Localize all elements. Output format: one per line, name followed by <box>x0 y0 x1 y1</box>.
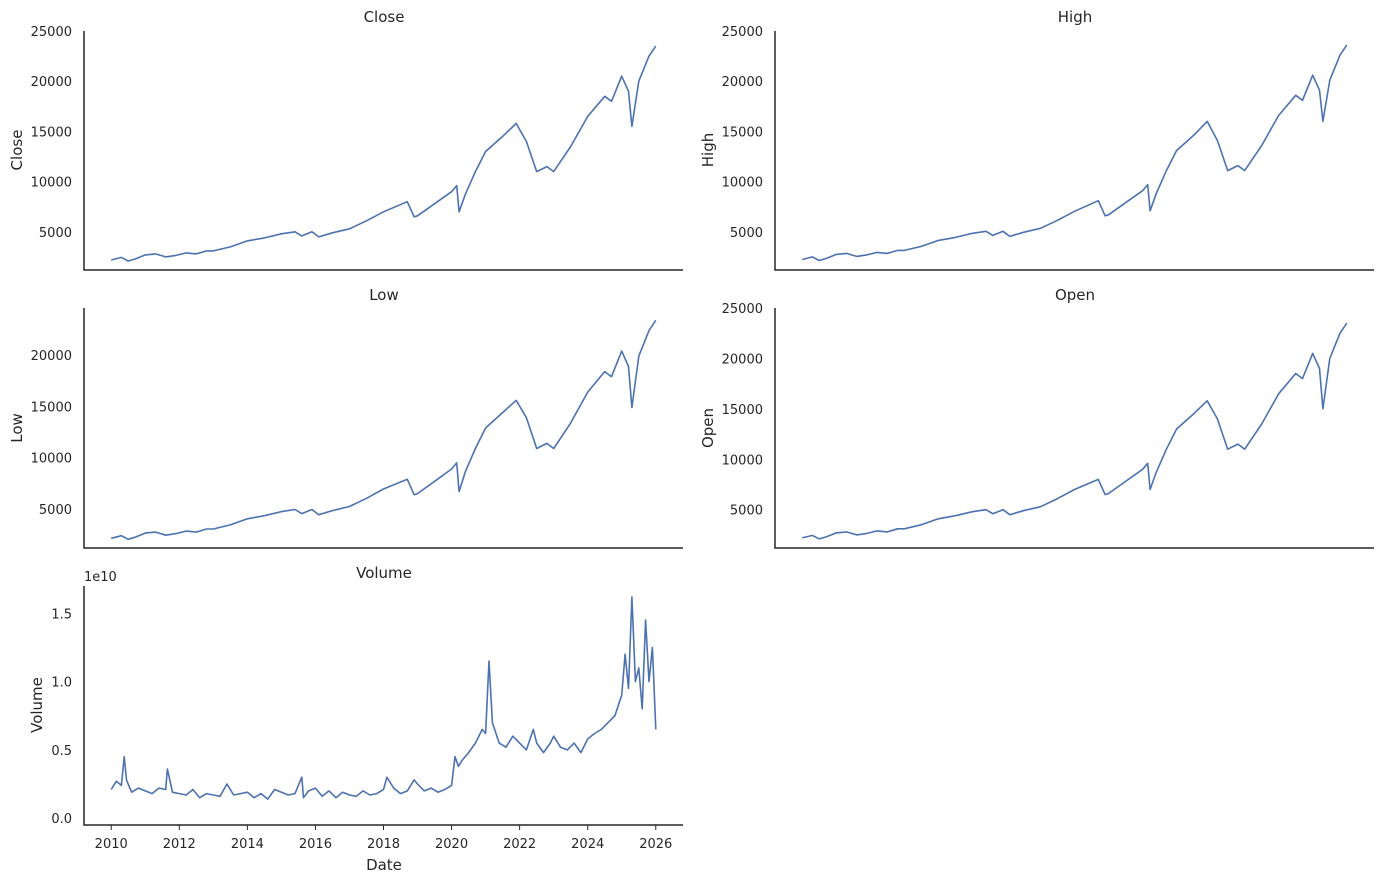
y-tick-label: 0.0 <box>51 812 72 827</box>
subplot-low: Low Low 5000 10000 15000 20000 <box>8 286 683 549</box>
y-tick-label: 20000 <box>722 75 763 90</box>
axis-spines <box>774 308 1374 549</box>
y-tick-label: 10000 <box>31 452 72 467</box>
x-tick-label: 2022 <box>503 837 536 852</box>
axis-spines <box>83 586 683 826</box>
series-line <box>802 44 1348 262</box>
subplot-high: High High 5000 10000 15000 20000 25000 <box>699 8 1374 271</box>
subplot-title: Low <box>369 286 399 304</box>
y-ticks: 5000 10000 15000 20000 25000 <box>31 25 72 241</box>
y-tick-label: 25000 <box>31 25 72 40</box>
x-axis-label: Date <box>366 856 402 874</box>
y-tick-label: 1.5 <box>51 607 72 622</box>
y-tick-label: 10000 <box>722 453 763 468</box>
y-axis-label: Volume <box>28 677 46 733</box>
y-ticks: 0.0 0.5 1.0 1.5 <box>51 607 72 827</box>
subplot-volume: Volume Volume 1e10 Date 0.0 0.5 1.0 1.5 201… <box>28 564 683 874</box>
x-tick-label: 2010 <box>95 837 128 852</box>
y-tick-label: 15000 <box>722 403 763 418</box>
y-tick-label: 20000 <box>31 349 72 364</box>
y-tick-label: 15000 <box>31 125 72 140</box>
series-line <box>111 319 657 541</box>
y-tick-label: 5000 <box>730 504 763 519</box>
y-ticks: 5000 10000 15000 20000 <box>31 349 72 518</box>
y-tick-label: 0.5 <box>51 744 72 759</box>
y-tick-label: 15000 <box>722 125 763 140</box>
x-tick-label: 2014 <box>231 837 264 852</box>
axis-spines <box>83 31 683 271</box>
y-tick-label: 5000 <box>39 226 72 241</box>
subplot-open: Open Open 5000 10000 15000 20000 25000 <box>699 286 1374 549</box>
x-tick-label: 2016 <box>299 837 332 852</box>
y-tick-label: 15000 <box>31 400 72 415</box>
y-ticks: 5000 10000 15000 20000 25000 <box>722 302 763 519</box>
y-tick-label: 10000 <box>722 176 763 191</box>
y-axis-label: Open <box>699 408 717 448</box>
axis-spines <box>774 31 1374 271</box>
subplot-title: Open <box>1055 286 1095 304</box>
y-ticks: 5000 10000 15000 20000 25000 <box>722 25 763 241</box>
y-offset-label: 1e10 <box>84 570 117 585</box>
subplot-close: Close Close 5000 10000 15000 20000 25000 <box>8 8 683 271</box>
subplot-title: High <box>1058 8 1092 26</box>
y-tick-label: 10000 <box>31 176 72 191</box>
x-tick-label: 2020 <box>435 837 468 852</box>
x-ticks: 2010 2012 2014 2016 2018 2020 2022 2024 2026 <box>95 825 672 852</box>
x-tick-label: 2024 <box>571 837 604 852</box>
axis-spines <box>83 308 683 549</box>
series-line <box>110 596 657 800</box>
x-tick-label: 2018 <box>367 837 400 852</box>
x-tick-label: 2026 <box>639 837 672 852</box>
y-tick-label: 1.0 <box>51 676 72 691</box>
y-tick-label: 25000 <box>722 302 763 317</box>
x-tick-label: 2012 <box>163 837 196 852</box>
series-line <box>111 45 657 262</box>
subplot-title: Close <box>364 8 405 26</box>
y-axis-label: High <box>699 133 717 167</box>
subplot-title: Volume <box>356 564 412 582</box>
y-tick-label: 25000 <box>722 25 763 40</box>
y-axis-label: Close <box>8 130 26 171</box>
y-tick-label: 20000 <box>31 75 72 90</box>
y-tick-label: 20000 <box>722 352 763 367</box>
series-line <box>802 322 1348 540</box>
y-tick-label: 5000 <box>39 503 72 518</box>
y-tick-label: 5000 <box>730 226 763 241</box>
y-axis-label: Low <box>8 413 26 443</box>
